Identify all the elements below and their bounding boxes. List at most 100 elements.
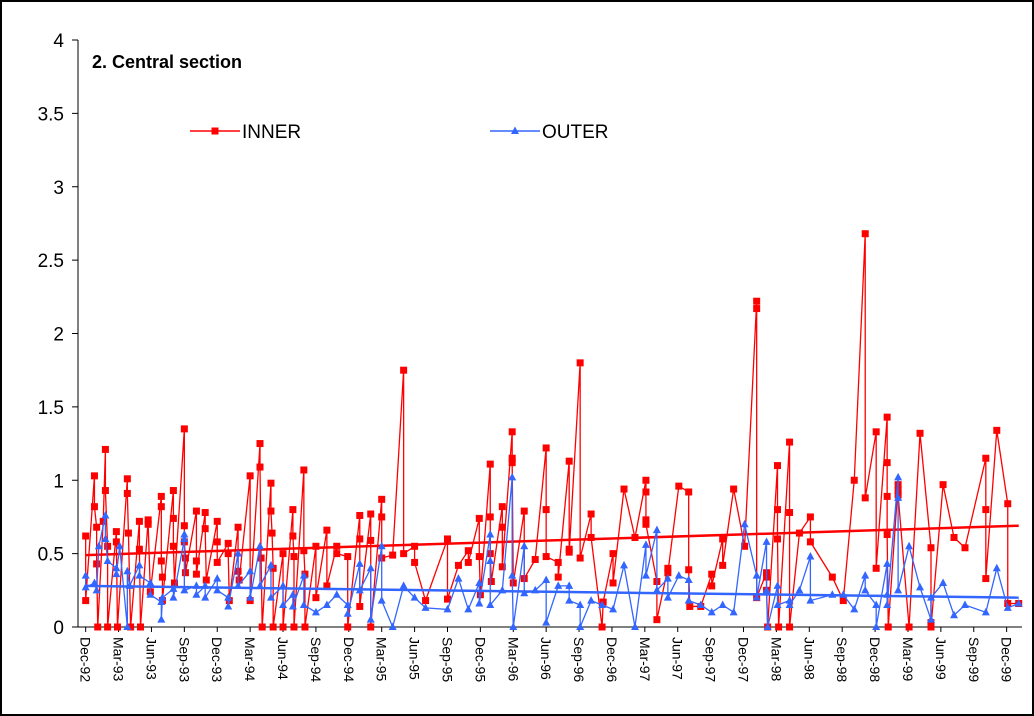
data-point: [861, 494, 869, 502]
data-point: [112, 563, 121, 572]
data-point: [850, 604, 859, 613]
data-point: [90, 472, 98, 480]
x-tick-label: Jun-94: [275, 637, 291, 680]
data-point: [542, 618, 551, 626]
data-point: [883, 559, 892, 567]
data-point: [135, 571, 144, 579]
data-point: [201, 509, 209, 517]
data-point: [741, 542, 749, 550]
data-point: [475, 553, 483, 561]
data-point: [950, 533, 958, 541]
data-point: [266, 593, 275, 601]
data-point: [323, 526, 331, 534]
data-point: [257, 554, 265, 562]
data-point: [786, 623, 794, 631]
legend-label: OUTER: [542, 122, 609, 143]
data-point: [982, 575, 990, 583]
y-tick-label: 0.5: [38, 545, 64, 566]
data-point: [531, 555, 539, 563]
data-point: [322, 600, 331, 608]
x-tick-label: Dec-94: [341, 637, 357, 682]
data-point: [192, 570, 200, 578]
data-point: [344, 553, 352, 561]
data-point: [872, 564, 880, 572]
data-point: [806, 596, 815, 604]
data-point: [343, 609, 352, 617]
data-point: [234, 523, 242, 531]
data-point: [719, 535, 727, 543]
data-point: [113, 623, 121, 631]
x-tick-label: Mar-94: [242, 637, 258, 682]
data-point: [960, 600, 969, 608]
data-point: [729, 607, 738, 616]
data-point: [883, 413, 891, 421]
trend-line: [85, 584, 1019, 599]
data-point: [224, 601, 233, 610]
data-point: [684, 575, 693, 584]
data-point: [762, 585, 771, 594]
data-point: [554, 573, 562, 581]
data-point: [916, 582, 925, 591]
y-tick-label: 2.5: [38, 251, 64, 272]
x-tick-label: Jun-99: [933, 637, 949, 680]
data-point: [94, 541, 103, 550]
data-point: [192, 590, 201, 598]
data-point: [101, 534, 110, 542]
data-point: [378, 513, 386, 521]
data-point: [576, 359, 584, 367]
x-tick-label: Jun-97: [670, 637, 686, 680]
data-point: [652, 525, 661, 534]
data-point: [498, 503, 506, 511]
trend-line: [85, 524, 1019, 557]
data-point: [509, 579, 517, 587]
x-tick-label: Mar-96: [505, 637, 521, 682]
data-point: [181, 554, 189, 562]
data-point: [224, 550, 232, 558]
data-point: [486, 513, 494, 521]
y-tick-label: 3.5: [38, 104, 64, 125]
data-point: [157, 557, 165, 565]
x-tick-label: Dec-92: [78, 637, 94, 682]
data-point: [916, 429, 924, 437]
data-point: [256, 463, 264, 471]
x-tick-label: Dec-93: [209, 637, 225, 682]
data-point: [475, 599, 484, 607]
data-point: [300, 466, 308, 474]
data-point: [1003, 603, 1012, 611]
data-point: [123, 475, 131, 483]
data-point: [389, 551, 397, 559]
data-point: [169, 593, 178, 601]
data-point: [752, 571, 761, 579]
data-point: [112, 528, 120, 536]
data-point: [192, 507, 200, 515]
data-point: [642, 488, 650, 496]
data-point: [443, 604, 452, 613]
data-point: [486, 600, 495, 608]
data-point: [421, 603, 430, 611]
data-point: [565, 596, 574, 604]
data-point: [652, 585, 661, 594]
data-point: [299, 571, 308, 579]
data-point: [410, 593, 419, 601]
data-point: [157, 503, 165, 511]
data-point: [367, 510, 375, 518]
data-point: [630, 622, 639, 630]
data-point: [576, 554, 584, 562]
data-point: [609, 579, 617, 587]
data-point: [377, 596, 386, 604]
data-point: [180, 425, 188, 433]
data-point: [235, 576, 243, 584]
data-point: [269, 623, 277, 631]
data-point: [786, 509, 794, 517]
data-point: [104, 542, 112, 550]
data-point: [773, 581, 782, 589]
data-point: [157, 615, 166, 623]
data-point: [708, 582, 716, 590]
data-point: [234, 549, 243, 557]
x-tick-label: Dec-95: [472, 637, 488, 682]
data-point: [565, 548, 573, 556]
data-point: [127, 623, 135, 631]
data-point: [508, 472, 517, 481]
data-point: [356, 602, 364, 610]
